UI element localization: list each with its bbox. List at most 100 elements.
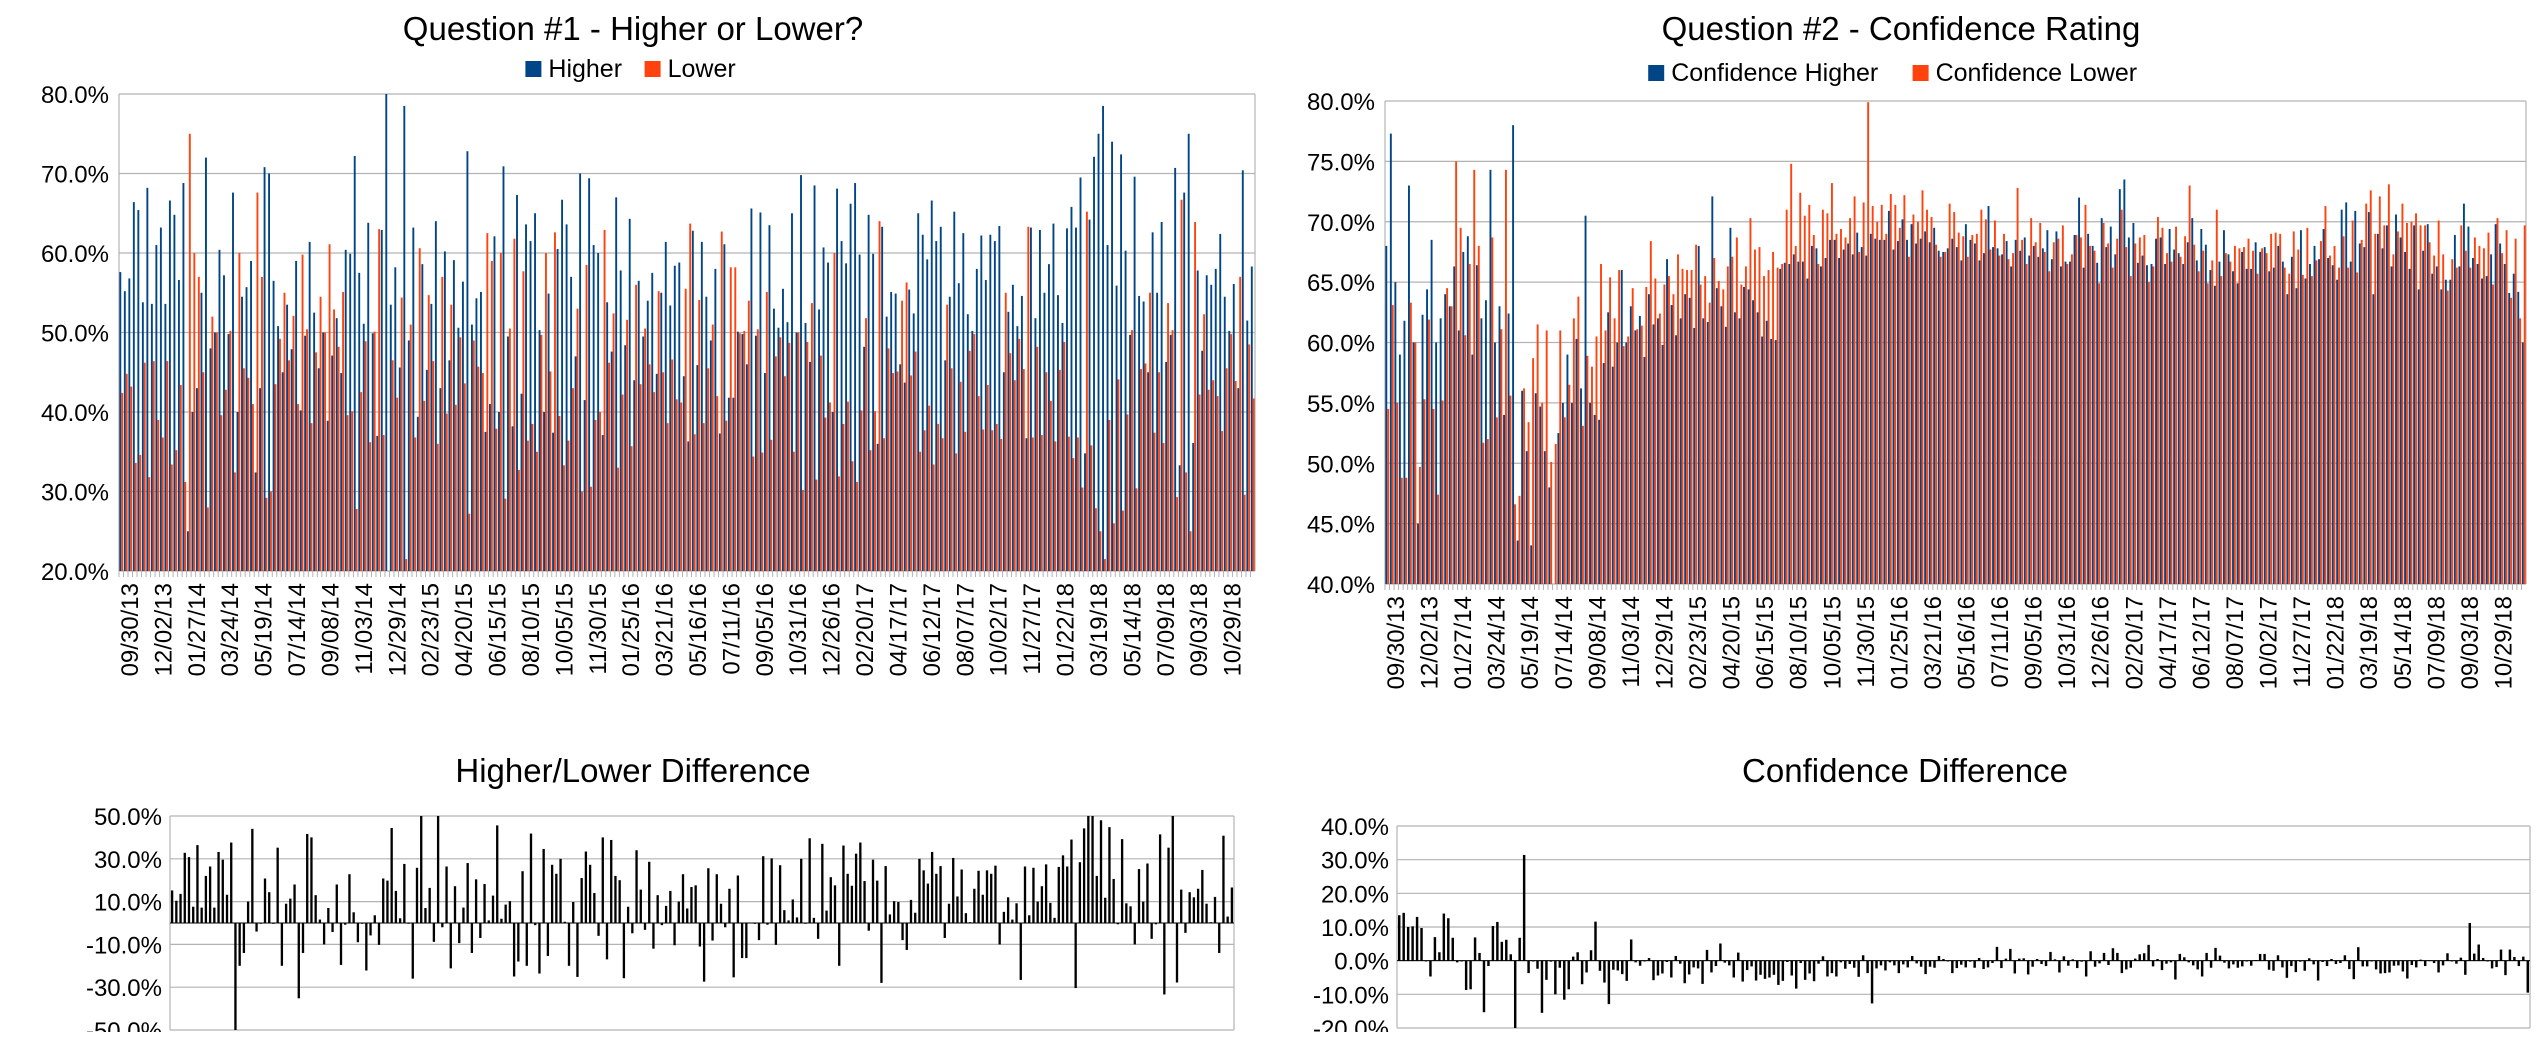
bar-higher: [646, 300, 649, 571]
bar-lower: [1054, 441, 1057, 571]
bar-higher: [461, 281, 464, 571]
bar-difference: [1977, 957, 1981, 961]
bar-difference: [2312, 960, 2315, 965]
bar-higher: [696, 365, 699, 571]
bar-difference: [1612, 960, 1615, 970]
bar-higher: [1174, 167, 1177, 571]
bar-difference: [2446, 953, 2449, 961]
bar-lower: [2143, 235, 2146, 584]
bar-difference: [1714, 960, 1718, 967]
bar-difference: [1108, 827, 1111, 923]
bar-difference: [479, 923, 482, 938]
bar-higher: [2472, 257, 2474, 584]
bar-difference: [588, 864, 592, 923]
bar-difference: [1598, 960, 1602, 971]
bar-lower: [1058, 369, 1061, 571]
bar-lower: [477, 366, 480, 571]
bar-difference: [500, 918, 503, 923]
bar-difference: [2415, 960, 2418, 968]
bar-higher: [1933, 227, 1936, 584]
x-tick-label: 06/12/17: [2188, 596, 2215, 689]
bar-difference: [1104, 897, 1107, 923]
bar-higher: [1887, 210, 1890, 584]
bar-lower: [1772, 251, 1775, 584]
bar-lower: [2233, 245, 2236, 584]
bar-difference: [1723, 960, 1727, 963]
bar-higher: [908, 289, 911, 571]
bar-higher: [1869, 233, 1872, 584]
bar-higher: [2440, 289, 2443, 584]
bar-difference: [1469, 960, 1472, 990]
bar-lower: [887, 348, 890, 571]
bar-higher: [2318, 259, 2320, 584]
bar-higher: [1942, 251, 1945, 584]
bar-lower: [1894, 204, 1897, 584]
bar-lower: [233, 472, 236, 571]
bar-difference: [322, 923, 326, 945]
bar-higher: [2254, 242, 2257, 584]
bar-higher: [2521, 342, 2524, 584]
bar-difference: [2076, 960, 2079, 969]
bar-lower: [707, 368, 710, 571]
bar-lower: [2229, 261, 2232, 584]
bar-difference: [2067, 960, 2070, 966]
bar-lower: [1144, 363, 1147, 571]
bar-higher: [750, 208, 753, 572]
bar-higher: [2295, 288, 2298, 584]
bar-difference: [795, 917, 799, 923]
bar-difference: [2147, 944, 2150, 961]
bar-difference: [2160, 960, 2164, 971]
bar-higher: [2155, 238, 2157, 584]
bar-lower: [2464, 250, 2467, 585]
bar-difference: [2053, 959, 2057, 961]
bar-lower: [603, 229, 606, 571]
bar-difference: [2000, 960, 2003, 969]
bar-lower: [955, 453, 958, 571]
bar-higher: [610, 351, 613, 571]
bar-lower: [1198, 394, 1201, 571]
bar-difference: [521, 871, 524, 923]
bar-difference: [1656, 960, 1660, 976]
bar-lower: [865, 318, 867, 571]
bar-lower: [2188, 185, 2191, 584]
bar-higher: [543, 412, 545, 571]
bar-difference: [1057, 866, 1060, 923]
bar-difference: [1670, 960, 1673, 978]
bar-difference: [2339, 960, 2342, 964]
bar-higher: [836, 188, 839, 572]
bar-higher: [250, 260, 252, 571]
bar-higher: [511, 426, 514, 571]
bar-lower: [1975, 233, 1978, 584]
bar-difference: [1150, 923, 1153, 939]
bar-higher: [1729, 227, 1732, 584]
bar-lower: [2025, 264, 2028, 584]
bar-lower: [2211, 260, 2214, 584]
bar-higher: [745, 364, 748, 571]
bar-lower: [558, 415, 561, 571]
bar-difference: [1933, 960, 1936, 968]
y-tick-label: 75.0%: [1307, 149, 1375, 176]
bar-lower: [2283, 267, 2286, 584]
bar-lower: [206, 507, 209, 571]
bar-higher: [376, 435, 379, 571]
bar-difference: [559, 858, 562, 923]
bar-difference: [1794, 960, 1798, 989]
bar-higher: [281, 372, 284, 571]
bar-lower: [1840, 228, 1842, 584]
bar-lower: [256, 192, 259, 571]
bar-higher: [858, 254, 861, 571]
bar-lower: [1400, 477, 1403, 584]
bar-lower: [2442, 254, 2445, 585]
bar-difference: [1213, 896, 1217, 923]
x-tick-label: 08/10/15: [518, 583, 545, 676]
bar-difference: [2134, 958, 2137, 961]
bar-lower: [423, 400, 426, 571]
bar-higher: [592, 245, 595, 572]
bar-lower: [2387, 184, 2390, 584]
bar-lower: [2089, 245, 2091, 584]
bar-lower: [689, 223, 692, 571]
bar-difference: [1137, 869, 1141, 923]
bar-difference: [2504, 960, 2507, 976]
x-tick-label: 06/15/15: [485, 583, 512, 676]
bar-higher: [1770, 338, 1773, 584]
